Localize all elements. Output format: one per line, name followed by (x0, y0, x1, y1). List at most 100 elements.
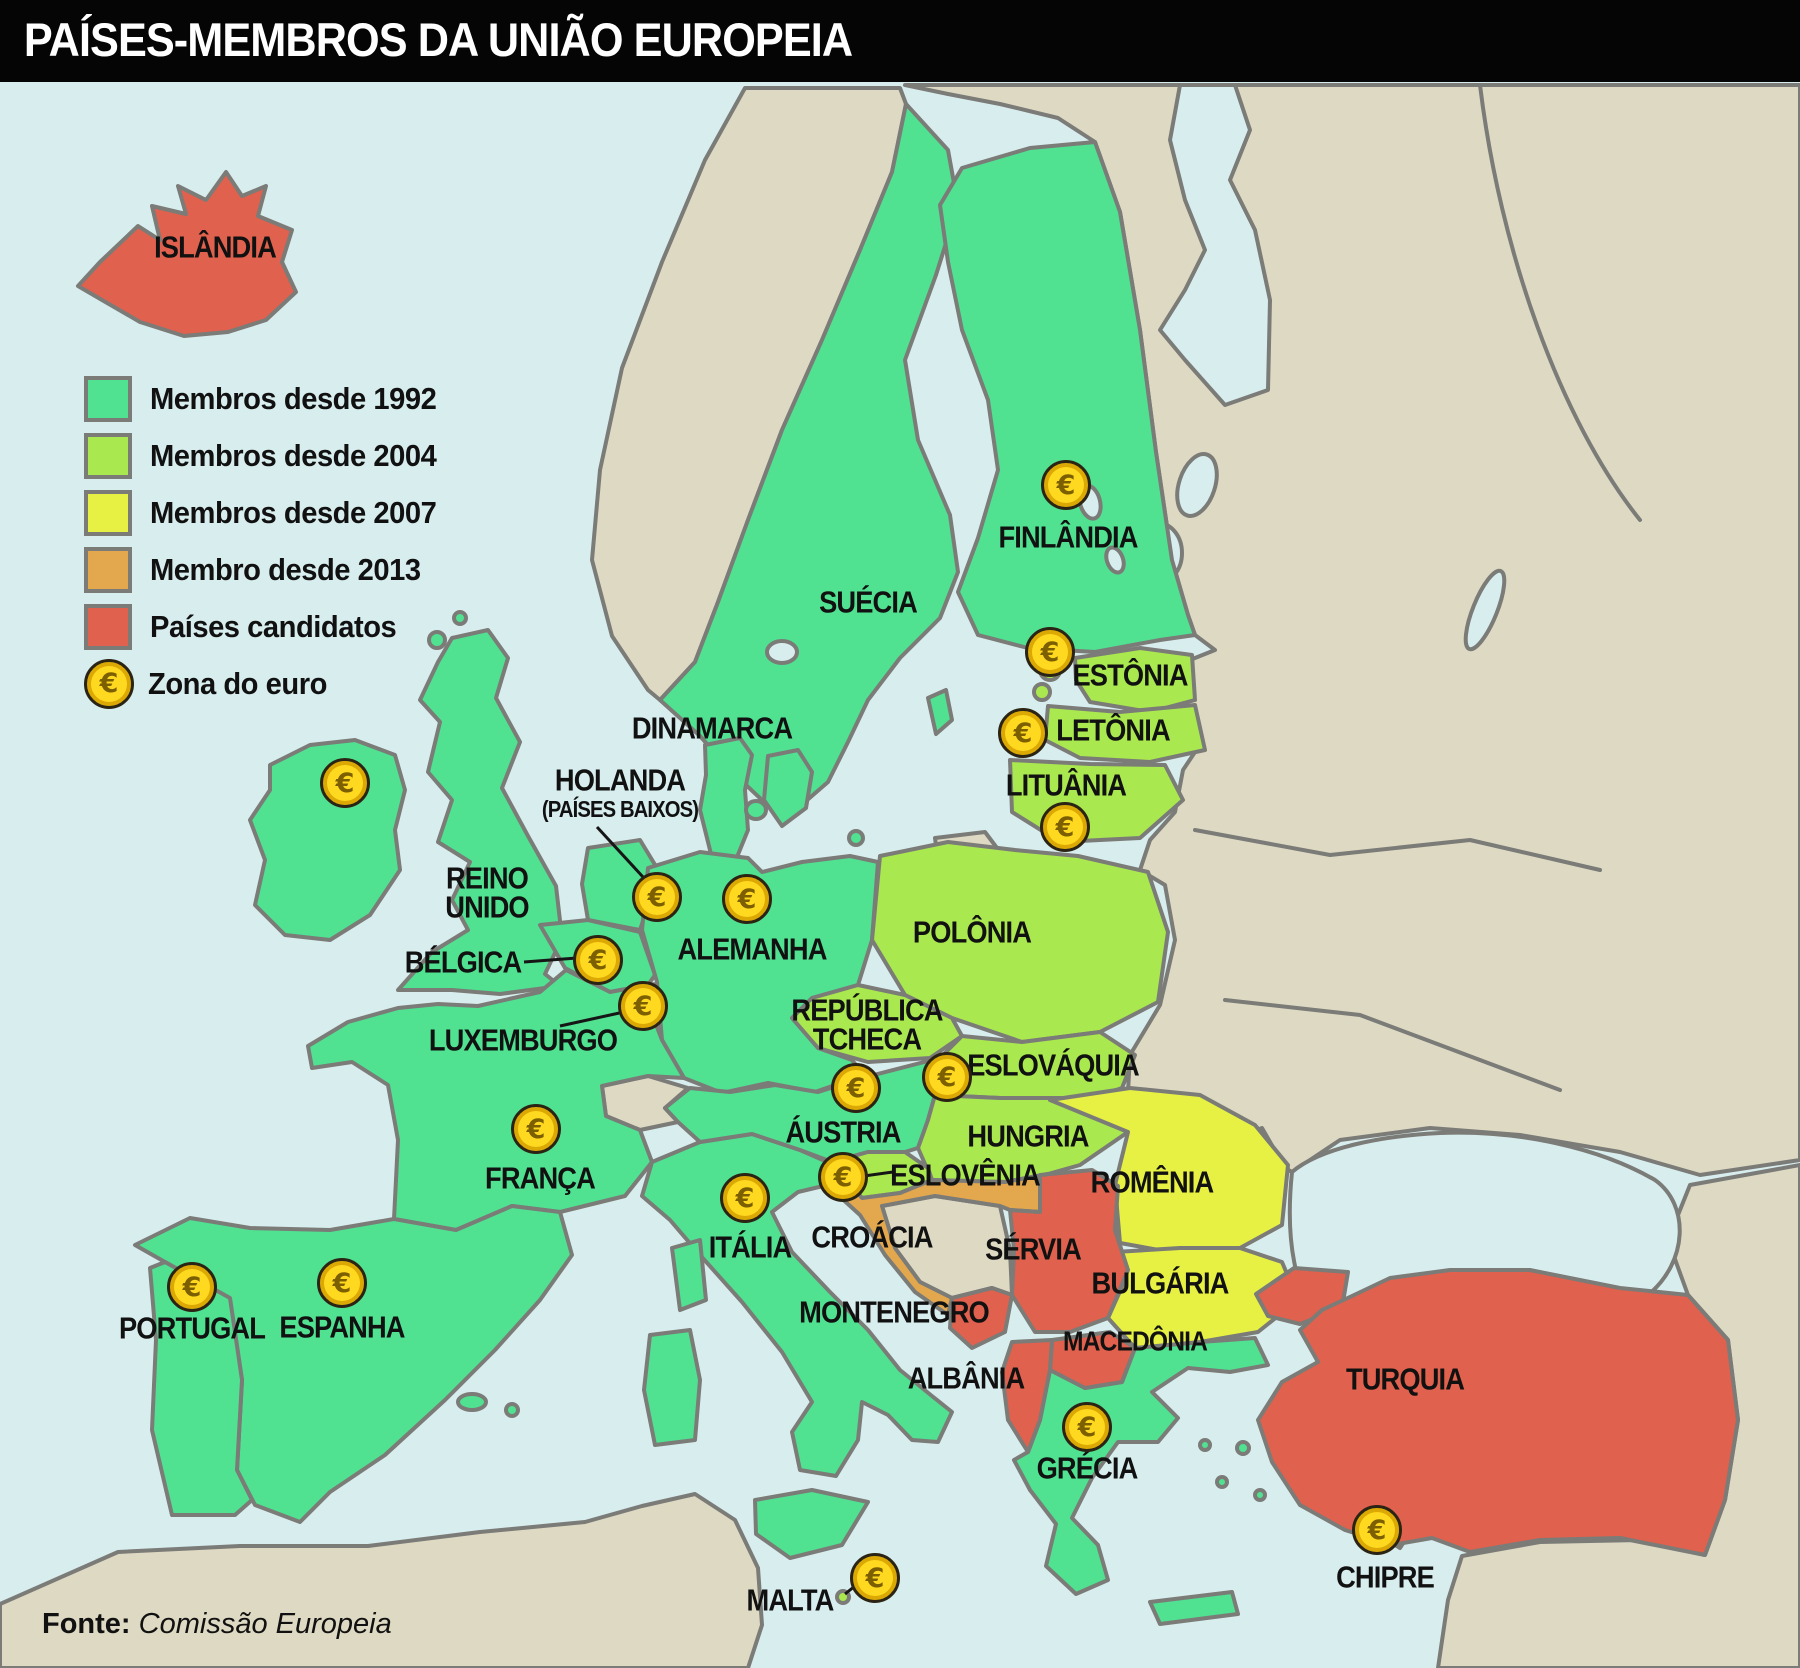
aegean-island (1253, 1488, 1267, 1502)
euro-coin-italia: € (720, 1173, 770, 1223)
map-label-chipre: CHIPRE (1336, 1559, 1435, 1595)
map-label-eslovenia: ESLOVÊNIA (890, 1157, 1041, 1193)
country-finland (938, 140, 1197, 654)
map-label-espanha: ESPANHA (279, 1309, 405, 1345)
greece-crete (1148, 1590, 1240, 1626)
border-line (1223, 998, 1562, 1092)
white-sea (1158, 83, 1272, 407)
euro-coin-finlandia: € (1041, 460, 1091, 510)
map-label-finlandia: FINLÂNDIA (998, 519, 1138, 555)
country-romania (1048, 1086, 1290, 1254)
map-label-austria: ÁUSTRIA (785, 1114, 901, 1150)
legend-label: Países candidatos (150, 608, 397, 644)
bornholm-island (847, 829, 865, 847)
map-label-croacia: CROÁCIA (811, 1219, 933, 1255)
country-croatia (836, 1172, 1050, 1317)
legend-label: Membros desde 2004 (150, 437, 437, 473)
lake-vanern (765, 639, 799, 665)
euro-coin-grecia: € (1062, 1402, 1112, 1452)
finnish-lake (1104, 545, 1126, 575)
legend-label: Membros desde 1992 (150, 380, 437, 416)
map-label-bulgaria: BULGÁRIA (1091, 1265, 1230, 1301)
map-label-estonia: ESTÔNIA (1072, 657, 1188, 693)
legend-swatch-2004 (84, 432, 132, 479)
legend-swatch-1992 (84, 375, 132, 422)
country-albania (1000, 1338, 1054, 1454)
country-serbia (1008, 1168, 1130, 1334)
euro-coin-lituania: € (1040, 802, 1090, 852)
source-note: Fonte: Comissão Europeia (42, 1608, 392, 1641)
legend-item-zona-euro: € Zona do euro (84, 655, 455, 712)
lake-onega (1175, 452, 1219, 518)
map-label-paises-baixos: (PAÍSES BAIXOS) (541, 796, 699, 823)
map-label-dinamarca: DINAMARCA (631, 710, 793, 746)
euro-coin-eslovenia: € (818, 1152, 868, 1202)
sweden-gotland (926, 688, 954, 736)
page-title: PAÍSES-MEMBROS DA UNIÃO EUROPEIA (23, 13, 853, 66)
border-line (1193, 828, 1602, 872)
map-label-franca: FRANÇA (485, 1160, 596, 1196)
legend-item-2007: Membros desde 2007 (84, 484, 455, 541)
euro-coin-eslovaquia: € (922, 1052, 972, 1102)
euro-coin-chipre: € (1352, 1505, 1402, 1555)
euro-coin-malta: € (850, 1553, 900, 1603)
map-label-polonia: POLÔNIA (912, 914, 1032, 950)
denmark-zealand (762, 748, 814, 828)
leader-belgica (523, 956, 578, 964)
leader-eslovenia (863, 1170, 894, 1178)
leader-holanda (595, 825, 645, 879)
country-turkey (1256, 1268, 1740, 1557)
map-label-luxemburgo: LUXEMBURGO (428, 1022, 618, 1058)
aegean-island (1235, 1440, 1251, 1456)
legend-item-1992: Membros desde 1992 (84, 370, 455, 427)
legend-item-2013: Membro desde 2013 (84, 541, 455, 598)
euro-coin-franca: € (511, 1104, 561, 1154)
map-label-albania: ALBÂNIA (907, 1360, 1025, 1396)
source-prefix: Fonte: (42, 1608, 131, 1640)
country-iceland (76, 170, 298, 338)
france-corsica (670, 1238, 708, 1312)
euro-coin-espanha: € (317, 1258, 367, 1308)
map-label-italia: ITÁLIA (708, 1229, 792, 1265)
map-label-suecia: SUÉCIA (819, 584, 918, 620)
legend-swatch-candidatos (84, 603, 132, 650)
legend-swatch-2007 (84, 489, 132, 536)
border-line (1478, 83, 1642, 522)
country-montenegro (948, 1286, 1014, 1350)
euro-coin-portugal: € (167, 1262, 217, 1312)
map-label-holanda: HOLANDA (554, 762, 686, 798)
legend: Membros desde 1992 Membros desde 2004 Me… (84, 370, 455, 712)
legend-label: Membros desde 2007 (150, 494, 437, 530)
balearic-islands (456, 1392, 488, 1412)
map-label-lituania: LITUÂNIA (1005, 767, 1127, 803)
legend-item-candidatos: Países candidatos (84, 598, 455, 655)
map-label-belgica: BÉLGICA (404, 944, 522, 980)
legend-item-2004: Membros desde 2004 (84, 427, 455, 484)
map-label-montenegro: MONTENEGRO (799, 1294, 990, 1330)
shetland-islands (452, 610, 468, 626)
euro-coin-luxemburgo: € (618, 981, 668, 1031)
balearic-island (504, 1402, 520, 1418)
orkney-islands (427, 630, 447, 650)
map-label-portugal: PORTUGAL (118, 1310, 266, 1346)
euro-coin-austria: € (831, 1063, 881, 1113)
euro-coin-belgica: € (573, 935, 623, 985)
map-label-malta: MALTA (746, 1582, 834, 1618)
country-north-africa (0, 1492, 764, 1668)
legend-label: Membro desde 2013 (150, 551, 421, 587)
lake-russia (1463, 568, 1507, 652)
aegean-island (1198, 1438, 1212, 1452)
legend-swatch-2013 (84, 546, 132, 593)
map-label-alemanha: ALEMANHA (677, 931, 827, 967)
map-label-reino-unido: REINO UNIDO (445, 860, 529, 925)
map-label-letonia: LETÔNIA (1056, 712, 1170, 748)
euro-coin-irlanda: € (320, 758, 370, 808)
estonia-island (1032, 682, 1052, 702)
italy-sardinia (642, 1328, 702, 1447)
map-label-republica-tcheca: REPÚBLICA TCHECA (791, 992, 943, 1057)
map-label-turquia: TURQUIA (1345, 1361, 1465, 1397)
country-latvia (1043, 703, 1207, 764)
italy-sicily (753, 1488, 870, 1560)
